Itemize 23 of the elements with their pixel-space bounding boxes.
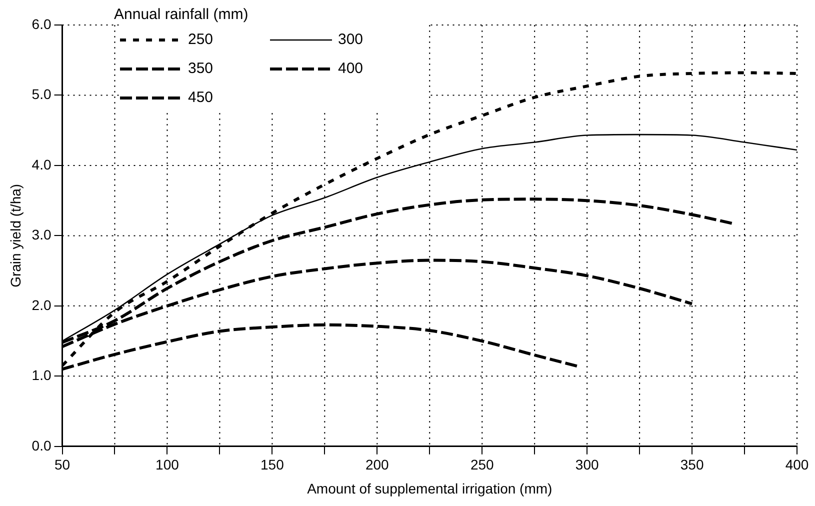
y-tick-label: 4.0 — [32, 156, 52, 172]
x-tick-label: 150 — [260, 456, 284, 473]
legend-label: 300 — [338, 31, 364, 48]
x-tick-label: 400 — [785, 456, 809, 473]
x-tick-label: 300 — [575, 456, 599, 473]
x-tick-label: 350 — [680, 456, 704, 473]
y-tick-label: 2.0 — [32, 296, 52, 313]
x-tick-label: 250 — [470, 456, 494, 473]
y-axis-title: Grain yield (t/ha) — [7, 184, 24, 288]
x-tick-label: 50 — [54, 456, 70, 473]
y-tick-label: 0.0 — [32, 437, 52, 454]
legend-label: 450 — [188, 89, 214, 106]
y-tick-label: 6.0 — [32, 16, 52, 32]
legend-title: Annual rainfall (mm) — [114, 6, 250, 23]
x-tick-label: 100 — [156, 456, 180, 473]
y-tick-label: 5.0 — [32, 86, 52, 102]
legend-label: 250 — [188, 31, 214, 48]
x-tick-label: 200 — [365, 456, 390, 473]
legend-label: 350 — [188, 60, 214, 77]
x-axis-title: Amount of supplemental irrigation (mm) — [307, 480, 552, 496]
y-tick-label: 3.0 — [32, 226, 52, 243]
legend-label: 400 — [338, 60, 364, 77]
y-tick-label: 1.0 — [32, 367, 52, 384]
